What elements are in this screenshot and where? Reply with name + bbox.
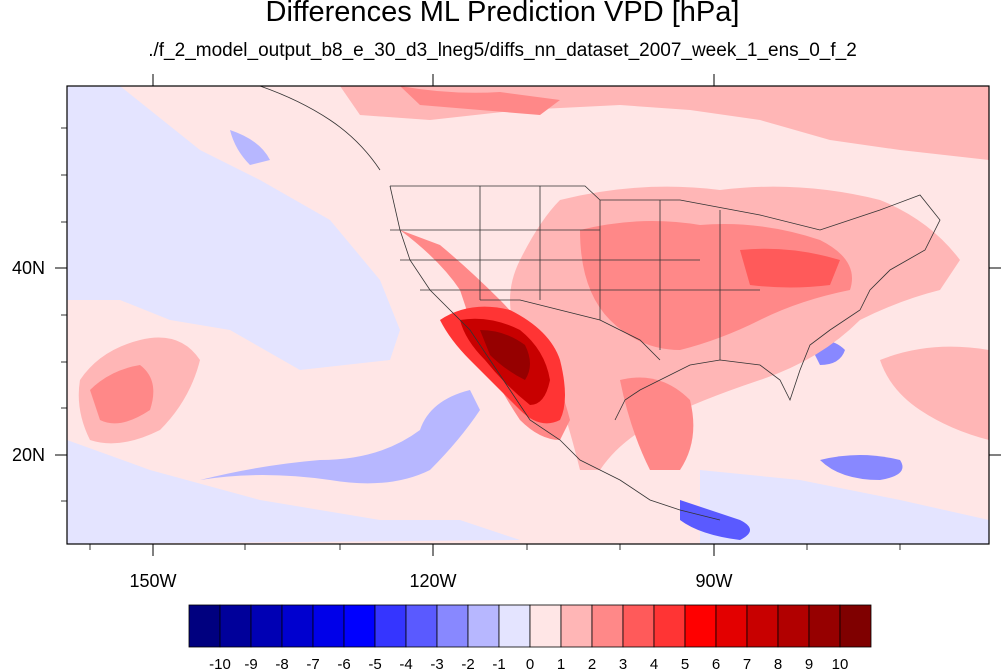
field-positive-hawaii-core xyxy=(90,365,154,424)
colorbar-swatch xyxy=(281,604,314,648)
colorbar-label: 8 xyxy=(774,656,782,672)
axis-minor-ticks xyxy=(61,127,901,550)
colorbar-swatch xyxy=(715,604,748,648)
map-title: Differences ML Prediction VPD [hPa] xyxy=(265,0,740,28)
colorbar-label: -2 xyxy=(461,656,474,672)
field-positive-gulf xyxy=(620,377,694,470)
colorbar-swatch xyxy=(467,604,500,648)
coastline-us xyxy=(390,185,941,421)
coastline-west xyxy=(389,185,721,521)
coastline-alaska xyxy=(259,86,381,171)
axis-ticks xyxy=(55,74,1001,556)
colorbar-swatch xyxy=(622,604,655,648)
field-cool-north-pacific xyxy=(67,86,400,370)
field-negative-central-america xyxy=(680,500,750,540)
colorbar-label: -10 xyxy=(209,656,231,672)
colorbar-label: 0 xyxy=(526,656,534,672)
colorbar-label: -5 xyxy=(368,656,381,672)
field-positive-ohio-valley xyxy=(740,248,840,288)
colorbar: -10 -9 -8 -7 -6 -5 -4 -3 -2 -1 0 1 2 3 4 5 6 7 8 9 10 xyxy=(188,604,872,672)
colorbar-swatch xyxy=(498,604,531,648)
field-positive-baja-max xyxy=(480,330,530,380)
lat-label-40n: 40N xyxy=(12,258,45,278)
colorbar-swatch xyxy=(529,604,562,648)
colorbar-label: 4 xyxy=(650,656,658,672)
colorbar-label: 9 xyxy=(805,656,813,672)
colorbar-label: 5 xyxy=(681,656,689,672)
colorbar-swatch xyxy=(312,604,345,648)
map-subtitle: ./f_2_model_output_b8_e_30_d3_lneg5/diff… xyxy=(148,40,857,61)
colorbar-swatch xyxy=(560,604,593,648)
colorbar-swatch xyxy=(250,604,283,648)
colorbar-swatch xyxy=(808,604,841,648)
colorbar-label: -4 xyxy=(399,656,412,672)
colorbar-label: 10 xyxy=(832,656,849,672)
colorbar-label: 3 xyxy=(619,656,627,672)
colorbar-label: -7 xyxy=(306,656,319,672)
colorbar-label: 2 xyxy=(588,656,596,672)
field-cool-caribbean xyxy=(700,470,989,544)
field-cool-south-pacific xyxy=(67,440,520,544)
field-positive-canada-core xyxy=(400,86,560,115)
field-negative-pacific xyxy=(200,390,480,484)
colorbar-swatch xyxy=(405,604,438,648)
colorbar-swatch xyxy=(374,604,407,648)
colorbar-label: -1 xyxy=(492,656,505,672)
colorbar-swatch xyxy=(684,604,717,648)
colorbar-swatch xyxy=(746,604,779,648)
colorbar-label: -8 xyxy=(275,656,288,672)
map-boundaries xyxy=(259,86,941,521)
colorbar-swatch xyxy=(188,604,221,648)
lon-label-120w: 120W xyxy=(409,571,456,591)
colorbar-swatch xyxy=(436,604,469,648)
colorbar-swatch xyxy=(839,604,872,648)
field-negative-caribbean xyxy=(820,455,903,480)
colorbar-label: 7 xyxy=(743,656,751,672)
colorbar-swatch xyxy=(777,604,810,648)
colorbar-swatch xyxy=(591,604,624,648)
field-negative-gulf-alaska xyxy=(230,130,270,165)
colorbar-swatch xyxy=(219,604,252,648)
lon-label-90w: 90W xyxy=(695,571,732,591)
lat-label-20n: 20N xyxy=(12,445,45,465)
colorbar-label: -3 xyxy=(430,656,443,672)
colorbar-label: -9 xyxy=(244,656,257,672)
colorbar-swatch xyxy=(653,604,686,648)
field-positive-atlantic xyxy=(880,346,989,440)
colorbar-label: 1 xyxy=(557,656,565,672)
colorbar-label: -6 xyxy=(337,656,350,672)
colorbar-swatch xyxy=(343,604,376,648)
border-us-mexico xyxy=(480,299,661,361)
lon-label-150w: 150W xyxy=(129,571,176,591)
contour-field xyxy=(67,86,989,544)
state-lines-horizontal xyxy=(390,229,760,291)
colorbar-label: 6 xyxy=(712,656,720,672)
